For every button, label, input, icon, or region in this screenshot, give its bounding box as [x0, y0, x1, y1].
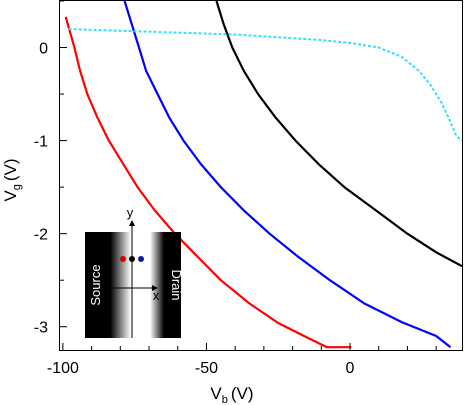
- plot-area: [59, 0, 463, 351]
- y-tick-label: -3: [34, 320, 48, 337]
- series-layer: [64, 0, 463, 349]
- inset-schematic: Source Drain y x: [85, 205, 184, 338]
- x-axis-label: Vb (V): [210, 384, 253, 405]
- y-tick-label: -2: [34, 227, 48, 244]
- x-tick-label: 0: [346, 360, 355, 377]
- y-axis-label-unit: (V): [1, 158, 20, 181]
- drain-label: Drain: [169, 269, 184, 300]
- y-tick-label: 0: [39, 41, 48, 58]
- inset-dot-black: [129, 256, 135, 262]
- y-axis-label-main: V: [1, 190, 20, 202]
- source-label: Source: [88, 264, 103, 305]
- ticks-layer: -100 -50 0 0 -1 -2 -3: [34, 0, 437, 377]
- source-electrode: [85, 232, 131, 338]
- inset-x-axis-label: x: [153, 288, 160, 303]
- x-tick-label: -100: [47, 360, 79, 377]
- y-axis-label: Vg (V): [1, 158, 23, 201]
- inset-y-axis-label: y: [127, 205, 134, 220]
- x-tick-label: -50: [195, 360, 218, 377]
- plot-frame: [59, 0, 463, 351]
- series-line-2: [215, 0, 463, 268]
- series-line-1: [123, 0, 452, 349]
- x-axis-label-sub: b: [222, 394, 228, 405]
- series-line-0: [64, 16, 352, 349]
- y-tick-label: -1: [34, 134, 48, 151]
- inset-dot-blue: [138, 256, 144, 262]
- x-axis-label-unit: (V): [231, 384, 254, 403]
- series-line-3: [68, 27, 463, 142]
- x-axis-label-main: V: [210, 384, 222, 403]
- inset-dot-red: [120, 256, 126, 262]
- y-axis-label-sub: g: [11, 184, 23, 190]
